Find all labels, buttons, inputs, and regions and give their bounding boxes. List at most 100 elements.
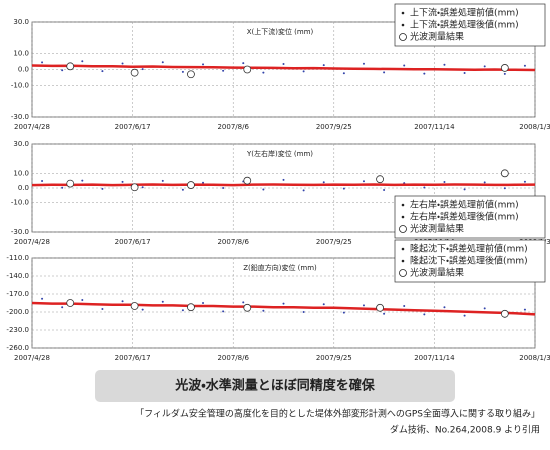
- legend-label: 隆起沈下・誤差処理後値(mm): [410, 255, 528, 267]
- legend-label: 隆起沈下・誤差処理前値(mm): [410, 243, 528, 255]
- legend: 隆起沈下・誤差処理前値(mm)隆起沈下・誤差処理後値(mm)光波測量結果: [394, 239, 546, 283]
- raw-point: [423, 313, 426, 316]
- legend-box: [394, 3, 546, 47]
- raw-point: [101, 308, 104, 310]
- legend: 上下流・誤差処理前値(mm)上下流・誤差処理後値(mm)光波測量結果: [394, 3, 546, 47]
- raw-point: [403, 64, 406, 67]
- raw-point: [41, 297, 44, 300]
- raw-point: [41, 61, 44, 64]
- x-tick-label: 2007/6/17: [115, 354, 151, 362]
- legend-marker: [401, 247, 405, 251]
- survey-point: [376, 303, 384, 312]
- x-tick-label: 2007/8/6: [217, 354, 249, 362]
- y-tick-label: 0.0: [18, 184, 29, 192]
- plot-title: Z(鉛直方向)変位 (mm): [243, 263, 317, 272]
- x-tick-label: 2008/1/3: [519, 354, 550, 362]
- raw-point: [322, 64, 325, 67]
- raw-point: [81, 299, 84, 301]
- banner: 光波・水準測量とほぼ同精度を確保: [174, 378, 375, 394]
- raw-point: [362, 62, 365, 65]
- citation: 「フィルダム安全管理の高度化を目的とした堤体外部変形計測へのGPS全面導入に関す…: [135, 408, 540, 420]
- legend-label: 光波測量結果: [410, 223, 464, 235]
- raw-point: [61, 306, 64, 309]
- raw-point: [302, 70, 305, 73]
- legend-label: 左右岸・誤差処理前値(mm): [410, 199, 519, 211]
- legend-marker: [401, 23, 405, 27]
- x-tick-label: 2007/9/25: [316, 238, 352, 246]
- y-tick-label: -30.0: [11, 113, 29, 121]
- raw-point: [342, 311, 345, 314]
- raw-point: [161, 61, 164, 64]
- raw-point: [202, 63, 205, 66]
- raw-point: [342, 187, 345, 190]
- y-tick-label: -140.0: [6, 272, 29, 280]
- legend-label: 上下流・誤差処理前値(mm): [410, 7, 519, 19]
- y-tick-label: -10.0: [11, 81, 29, 89]
- legend: 左右岸・誤差処理前値(mm)左右岸・誤差処理後値(mm)光波測量結果: [394, 195, 546, 239]
- legend-marker: [399, 225, 407, 233]
- survey-point: [187, 70, 195, 79]
- survey-point: [243, 303, 252, 312]
- raw-point: [282, 62, 285, 65]
- raw-point: [302, 189, 305, 192]
- raw-point: [383, 312, 386, 315]
- survey-point: [66, 179, 75, 188]
- raw-point: [41, 179, 44, 182]
- survey-point: [243, 176, 252, 185]
- survey-point: [130, 302, 139, 310]
- x-tick-label: 2008/1/3: [519, 123, 550, 131]
- raw-point: [262, 309, 265, 312]
- raw-point: [222, 310, 225, 313]
- raw-point: [463, 314, 466, 317]
- raw-point: [443, 63, 446, 66]
- legend-label: 光波測量結果: [410, 267, 464, 279]
- raw-point: [161, 300, 164, 303]
- citation: ダム技術、No.264,2008.9 より引用: [390, 424, 540, 436]
- raw-point: [161, 179, 164, 182]
- raw-point: [342, 72, 345, 75]
- raw-point: [463, 188, 466, 191]
- legend-marker: [399, 269, 407, 277]
- raw-point: [322, 303, 325, 306]
- raw-point: [483, 181, 486, 184]
- legend-marker: [401, 11, 405, 15]
- raw-point: [202, 181, 205, 184]
- banner-box: [95, 370, 455, 402]
- y-tick-label: 30.0: [13, 18, 29, 26]
- raw-point: [222, 69, 225, 72]
- y-tick-label: -230.0: [6, 326, 29, 334]
- y-tick-label: 10.0: [13, 50, 29, 58]
- raw-point: [81, 60, 84, 63]
- raw-point: [302, 311, 305, 313]
- series-line: [31, 64, 536, 72]
- raw-point: [181, 309, 184, 312]
- x-tick-label: 2007/4/28: [14, 354, 50, 362]
- raw-point: [403, 305, 406, 307]
- x-tick-label: 2007/11/14: [414, 123, 455, 131]
- survey-point: [187, 303, 195, 312]
- raw-point: [101, 187, 104, 190]
- survey-point: [500, 169, 509, 178]
- raw-point: [383, 71, 386, 74]
- x-tick-label: 2007/6/17: [115, 238, 151, 246]
- raw-point: [423, 186, 426, 189]
- survey-point: [500, 309, 509, 318]
- raw-point: [523, 64, 526, 67]
- y-tick-label: -30.0: [11, 228, 29, 236]
- legend-box: [394, 239, 546, 283]
- legend-label: 左右岸・誤差処理後値(mm): [410, 211, 519, 223]
- raw-point: [262, 71, 265, 74]
- y-tick-label: 0.0: [18, 66, 29, 74]
- x-tick-label: 2007/8/6: [217, 238, 249, 246]
- legend-marker: [401, 203, 405, 207]
- survey-point: [500, 64, 509, 72]
- raw-point: [202, 302, 205, 304]
- survey-point: [66, 62, 75, 71]
- raw-point: [523, 180, 526, 183]
- y-tick-label: 30.0: [13, 140, 29, 148]
- x-tick-label: 2007/8/6: [217, 123, 249, 131]
- plot-title: X(上下流)変位 (mm): [247, 27, 314, 36]
- raw-point: [141, 186, 144, 189]
- x-tick-label: 2007/9/25: [316, 123, 352, 131]
- raw-point: [242, 301, 245, 304]
